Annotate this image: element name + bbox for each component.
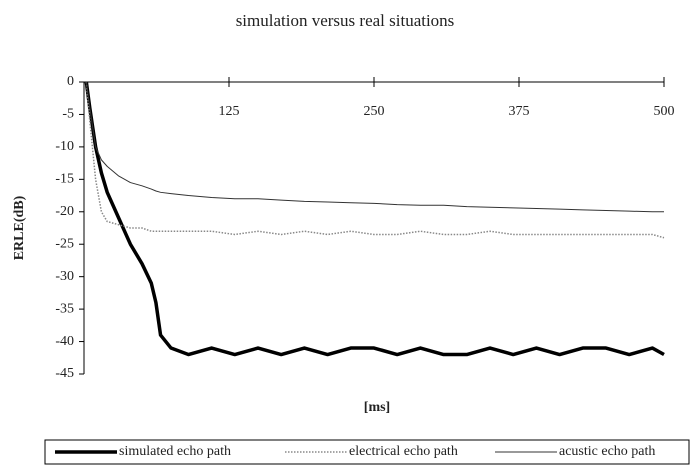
y-tick-label: -15: [55, 172, 74, 187]
y-tick-label: -25: [55, 236, 74, 251]
y-tick-label: -40: [55, 334, 74, 349]
x-axis-label: [ms]: [364, 400, 390, 415]
y-tick-label: -45: [55, 366, 74, 381]
legend-box: [44, 439, 690, 465]
y-tick-label: -35: [55, 301, 74, 316]
y-tick-label: 0: [67, 74, 74, 89]
x-tick-label: 125: [219, 104, 240, 119]
series-line: [85, 81, 664, 213]
legend-label: acustic echo path: [559, 444, 655, 459]
y-tick-label: -10: [55, 139, 74, 154]
legend-label: simulated echo path: [119, 444, 231, 459]
series-line: [85, 81, 665, 239]
chart-title: simulation versus real situations: [236, 11, 455, 30]
x-tick-label: 500: [654, 104, 675, 119]
series-line: [84, 81, 665, 357]
y-tick-label: -5: [62, 107, 74, 122]
y-tick-label: -20: [55, 204, 74, 219]
x-tick-label: 375: [509, 104, 530, 119]
y-axis-label: ERLE(dB): [12, 195, 27, 260]
x-tick-label: 250: [364, 104, 385, 119]
y-tick-label: -30: [55, 269, 74, 284]
legend-label: electrical echo path: [349, 444, 458, 459]
